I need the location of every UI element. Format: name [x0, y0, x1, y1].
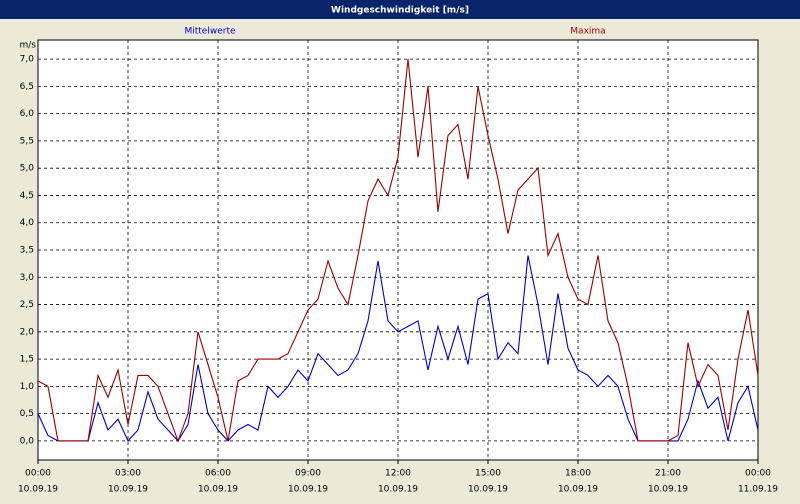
x-tick-date: 10.09.19 [288, 485, 328, 495]
y-tick-label: 6,0 [20, 109, 35, 119]
x-tick-label: 03:00 [115, 469, 141, 479]
y-tick-label: 6,5 [20, 82, 34, 92]
y-tick-label: 0,5 [20, 409, 34, 419]
x-tick-label: 09:00 [295, 469, 321, 479]
x-tick-date: 10.09.19 [648, 485, 688, 495]
y-tick-label: 3,0 [20, 273, 35, 283]
x-tick-label: 00:00 [745, 469, 771, 479]
legend-entry: Mittelwerte [184, 27, 235, 37]
y-tick-label: 4,0 [20, 218, 35, 228]
chart-title: Windgeschwindigkeit [m/s] [331, 6, 469, 16]
y-tick-label: 3,5 [20, 246, 34, 256]
y-tick-label: 2,0 [20, 327, 35, 337]
x-tick-date: 10.09.19 [198, 485, 238, 495]
x-tick-label: 21:00 [655, 469, 681, 479]
legend-entry: Maxima [570, 27, 605, 37]
x-tick-date: 10.09.19 [108, 485, 148, 495]
y-tick-label: 7,0 [20, 55, 35, 65]
x-tick-date: 10.09.19 [558, 485, 598, 495]
y-tick-label: 1,5 [20, 355, 34, 365]
x-tick-date: 10.09.19 [468, 485, 508, 495]
series-line [37, 59, 759, 443]
x-tick-date: 10.09.19 [18, 485, 58, 495]
y-tick-label: 4,5 [20, 191, 34, 201]
y-unit: m/s [20, 41, 37, 51]
x-tick-label: 06:00 [205, 469, 231, 479]
x-tick-date: 10.09.19 [378, 485, 418, 495]
y-tick-label: 0,0 [20, 436, 35, 446]
x-tick-label: 00:00 [25, 469, 51, 479]
x-tick-date: 11.09.19 [738, 485, 778, 495]
x-tick-label: 15:00 [475, 469, 501, 479]
y-tick-label: 5,0 [20, 164, 35, 174]
y-tick-label: 5,5 [20, 136, 34, 146]
x-tick-label: 18:00 [565, 469, 591, 479]
y-tick-label: 2,5 [20, 300, 34, 310]
title-bar [0, 0, 800, 19]
y-tick-label: 1,0 [20, 382, 35, 392]
x-tick-label: 12:00 [385, 469, 411, 479]
